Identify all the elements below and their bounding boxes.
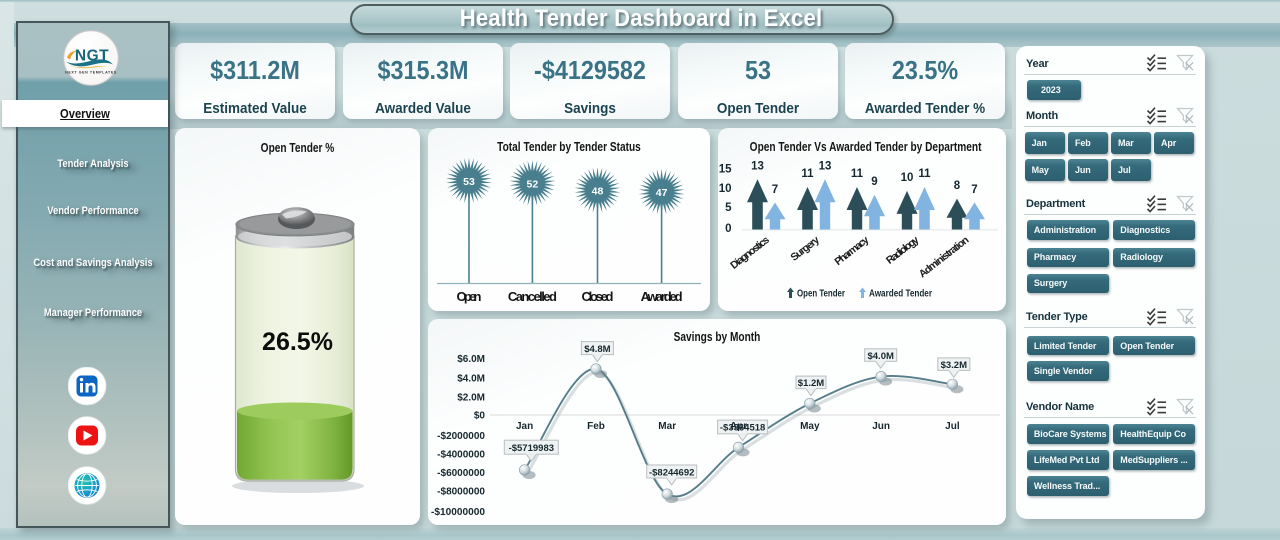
svg-text:$6.0M: $6.0M	[457, 354, 485, 365]
svg-text:Diagnostics: Diagnostics	[728, 234, 772, 272]
svg-text:Open Tender: Open Tender	[797, 288, 845, 300]
svg-text:-$8000000: -$8000000	[437, 487, 485, 498]
svg-text:May: May	[800, 421, 820, 432]
svg-text:-$4000000: -$4000000	[437, 450, 485, 461]
svg-text:53: 53	[463, 176, 475, 188]
svg-text:Cancelled: Cancelled	[508, 289, 557, 304]
svg-text:52: 52	[527, 178, 539, 190]
svg-text:-$10000000: -$10000000	[431, 507, 485, 518]
svg-text:$3.2M: $3.2M	[941, 360, 967, 371]
svg-text:Awarded Tender: Awarded Tender	[869, 288, 932, 300]
svg-text:Awarded: Awarded	[641, 289, 683, 304]
svg-text:15: 15	[719, 164, 732, 176]
svg-text:Apr: Apr	[730, 421, 747, 432]
svg-text:Pharmacy: Pharmacy	[832, 234, 871, 268]
svg-text:$1.2M: $1.2M	[798, 378, 824, 389]
svg-text:0: 0	[725, 223, 731, 235]
svg-text:$0: $0	[474, 411, 486, 422]
svg-text:Jul: Jul	[945, 421, 960, 432]
svg-text:-$6000000: -$6000000	[437, 468, 485, 479]
svg-text:48: 48	[592, 185, 604, 197]
svg-text:Jan: Jan	[516, 421, 533, 432]
svg-text:$4.0M: $4.0M	[867, 351, 893, 362]
svg-text:Surgery: Surgery	[788, 234, 822, 264]
svg-text:5: 5	[725, 202, 732, 214]
svg-text:8: 8	[954, 180, 961, 192]
svg-text:Radiology: Radiology	[884, 234, 921, 267]
svg-text:$4.0M: $4.0M	[457, 374, 485, 385]
svg-text:7: 7	[772, 184, 778, 196]
svg-text:-$8244692: -$8244692	[649, 467, 694, 478]
svg-text:9: 9	[871, 176, 877, 188]
svg-text:Administration: Administration	[917, 234, 972, 280]
svg-text:-$2000000: -$2000000	[437, 431, 485, 442]
svg-text:11: 11	[801, 168, 814, 180]
svg-text:13: 13	[751, 161, 764, 173]
svg-text:Jun: Jun	[872, 421, 890, 432]
svg-text:11: 11	[918, 168, 931, 180]
svg-text:-$5719983: -$5719983	[509, 443, 554, 454]
svg-text:7: 7	[971, 184, 977, 196]
svg-text:47: 47	[656, 187, 668, 199]
svg-text:10: 10	[901, 172, 914, 184]
svg-text:Mar: Mar	[658, 421, 676, 432]
svg-text:11: 11	[851, 168, 864, 180]
svg-text:-$3364518: -$3364518	[720, 423, 765, 434]
svg-text:Open: Open	[457, 289, 482, 304]
svg-text:$4.8M: $4.8M	[584, 344, 610, 355]
svg-text:13: 13	[819, 161, 832, 173]
svg-text:$2.0M: $2.0M	[457, 392, 485, 403]
svg-text:10: 10	[719, 183, 732, 195]
svg-text:Closed: Closed	[582, 289, 614, 304]
svg-text:Feb: Feb	[587, 421, 605, 432]
svg-text:NEXT GEN TEMPLATES: NEXT GEN TEMPLATES	[65, 71, 117, 75]
